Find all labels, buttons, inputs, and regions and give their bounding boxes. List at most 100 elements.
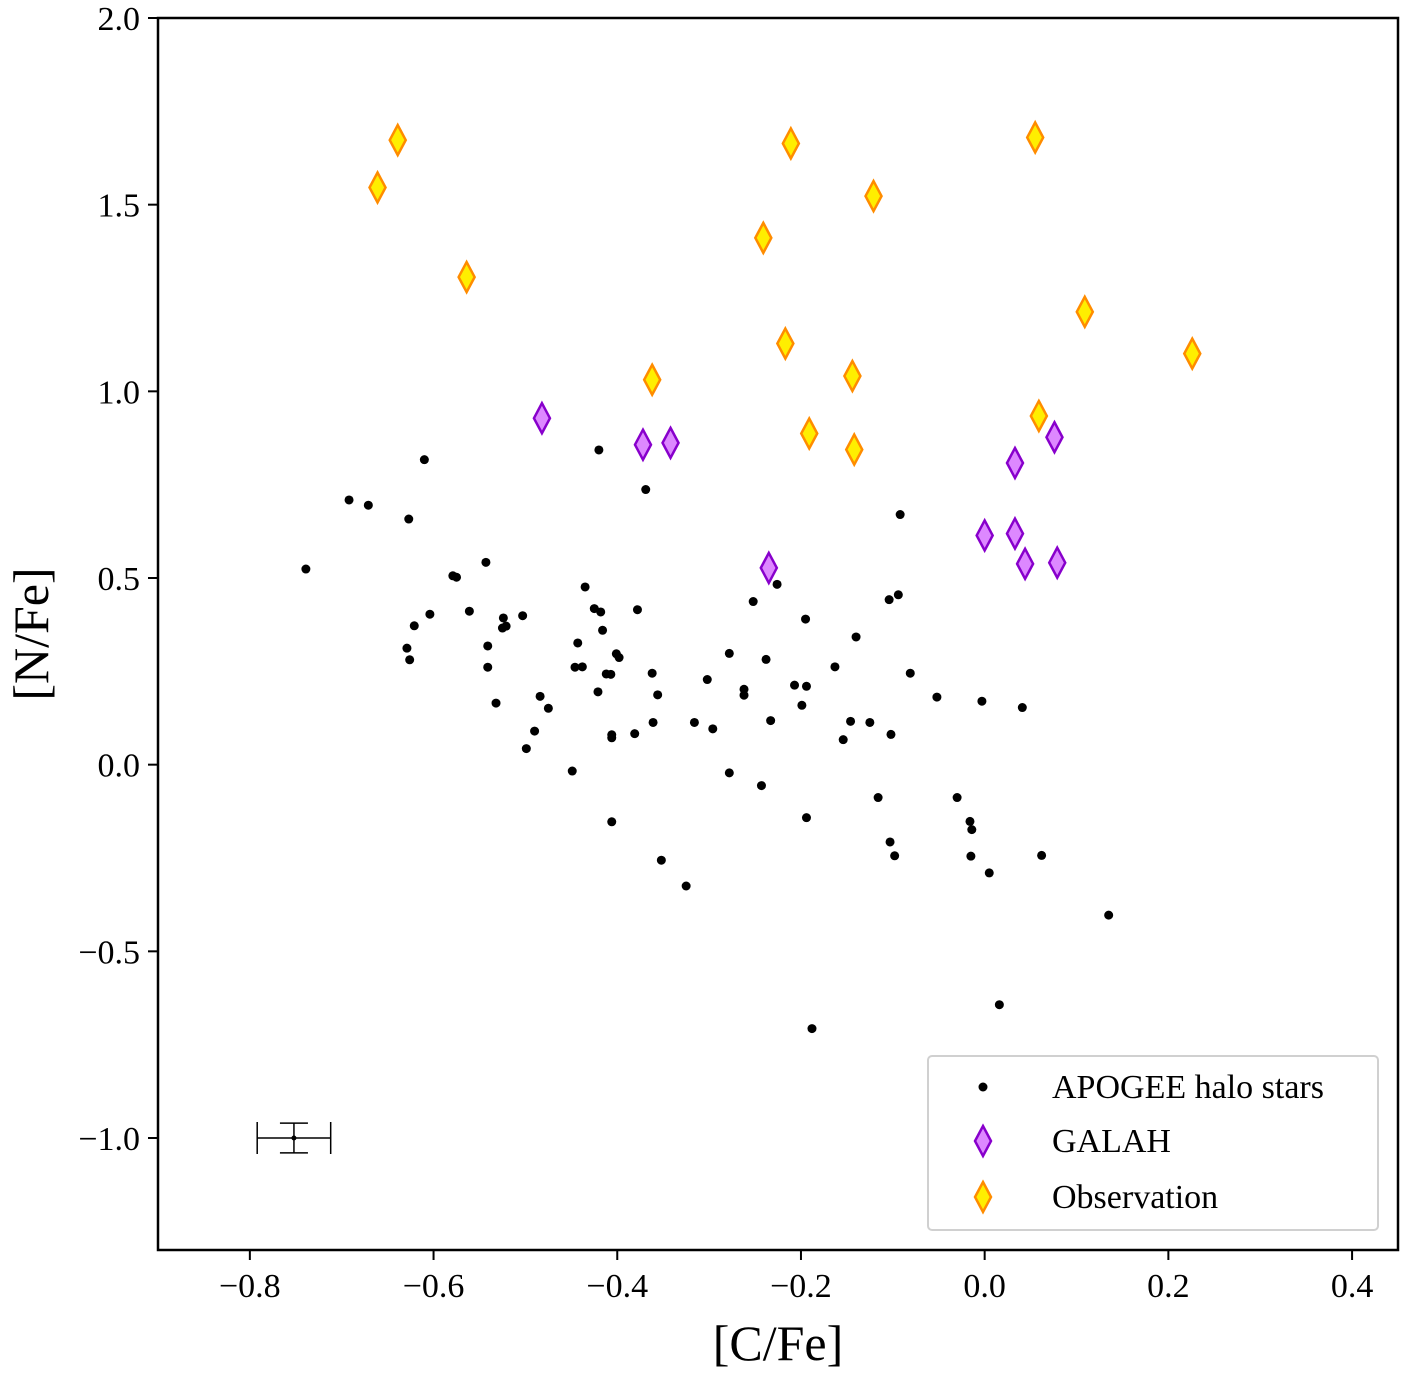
legend-box [927,1055,1379,1231]
data-point [368,169,387,206]
data-point [483,662,493,672]
data-point [844,431,864,468]
x-tick-label: 0.4 [1331,1268,1374,1305]
data-point [521,744,531,754]
data-point [1025,119,1045,156]
data-point [886,729,896,739]
data-point [598,625,608,635]
data-point [606,669,616,679]
data-point [1104,910,1114,920]
data-point [633,427,653,463]
data-point [952,793,962,803]
data-point [607,730,617,740]
legend: APOGEE halo stars GALAH Observation [927,1055,1379,1231]
data-point [661,425,680,461]
y-tick-label: −1.0 [78,1121,140,1158]
data-point [607,817,617,827]
data-point [1017,703,1027,713]
x-tick-label: −0.2 [770,1268,832,1305]
x-tick-label: −0.6 [403,1268,465,1305]
data-point [577,662,587,672]
x-tick-label: 0.2 [1147,1268,1190,1305]
data-point [1015,546,1035,582]
y-tick-label: 1.0 [98,374,141,411]
data-point [301,564,311,574]
legend-marker-observation [973,1179,993,1215]
data-point [689,717,699,727]
data-point [388,122,408,158]
data-point [681,881,691,891]
data-point [724,768,734,778]
x-tick-label: −0.8 [219,1268,281,1305]
data-point [1047,545,1067,581]
data-point [975,517,995,554]
data-point [1037,850,1047,860]
y-tick-label: 0.0 [98,748,141,785]
data-point [905,668,915,678]
data-point [570,662,580,672]
data-point [425,609,435,619]
x-tick-label: 0.0 [963,1268,1006,1305]
data-point [457,259,477,295]
data-point [1005,445,1025,481]
data-point [781,125,801,162]
data-point [518,611,528,621]
data-point [801,813,811,823]
y-axis-label: [N/Fe] [3,567,59,700]
data-point [932,692,942,702]
data-point [498,613,508,623]
data-point [838,735,848,745]
data-point [797,700,807,710]
data-point [895,510,905,520]
data-point [1005,515,1025,552]
data-point [1182,335,1202,372]
data-point [884,595,894,605]
data-point [614,653,624,663]
data-point [708,724,718,734]
error-bar-center [291,1135,297,1141]
data-point [1075,294,1095,330]
y-tick-label: 2.0 [98,1,141,38]
data-point [739,690,749,700]
data-point [630,729,640,739]
data-point [890,851,900,861]
data-point [807,1024,817,1034]
data-point [580,582,590,592]
y-tick-label: −0.5 [78,934,140,971]
series-galah [532,400,1067,586]
data-point [977,696,987,706]
y-tick-label: 0.5 [98,561,141,598]
data-point [491,698,501,708]
data-point [873,793,883,803]
data-point [790,680,800,690]
data-point [594,445,604,455]
y-tick-label: 1.5 [98,188,141,225]
data-point [775,325,795,362]
data-point [756,781,766,791]
data-point [535,691,545,701]
legend-marker-galah [973,1123,993,1159]
legend-label-observation: Observation [1052,1179,1218,1216]
data-point [452,572,462,582]
data-point [893,590,903,600]
x-axis-label: [C/Fe] [713,1315,844,1371]
data-point [573,638,583,648]
data-point [967,825,977,835]
data-point [846,716,856,726]
data-point [966,851,976,861]
data-point [801,681,811,691]
data-point [501,621,511,631]
data-point [724,648,734,658]
data-point [409,621,419,631]
data-point [984,868,994,878]
data-point [481,557,491,567]
error-bar [256,1122,332,1154]
data-point [842,358,862,394]
legend-label-apogee: APOGEE halo stars [1052,1069,1324,1106]
data-point [653,690,663,700]
data-point [419,455,429,465]
data-point [464,606,474,616]
data-point [647,668,657,678]
data-point [656,855,666,865]
data-point [532,400,552,436]
